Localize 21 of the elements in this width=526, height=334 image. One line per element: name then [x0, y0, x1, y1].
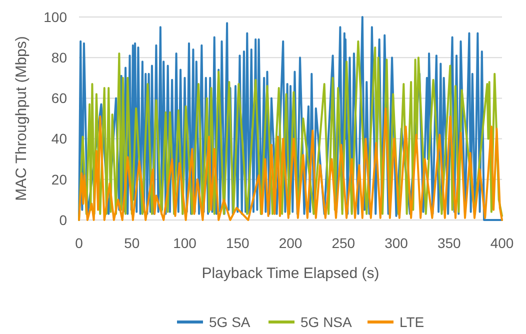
y-tick-label: 20	[51, 171, 68, 188]
x-tick-label: 350	[437, 235, 462, 251]
x-tick-label: 400	[490, 235, 514, 251]
x-axis-title: Playback Time Elapsed (s)	[202, 265, 380, 282]
x-tick-label: 50	[124, 235, 140, 251]
x-tick-label: 300	[384, 235, 408, 251]
x-tick-label: 250	[332, 235, 356, 251]
x-tick-label: 200	[278, 235, 302, 251]
x-tick-label: 150	[226, 235, 250, 251]
legend-label: 5G NSA	[300, 314, 353, 330]
y-tick-label: 60	[51, 90, 68, 106]
y-tick-label: 80	[51, 50, 68, 66]
x-tick-label: 100	[173, 235, 197, 251]
legend-label: 5G SA	[209, 314, 251, 330]
y-tick-label: 100	[44, 8, 68, 25]
legend-label: LTE	[400, 314, 424, 330]
line-series	[78, 107, 503, 221]
x-tick-label: 0	[75, 235, 84, 251]
y-tick-label: 0	[59, 212, 68, 228]
y-axis-title: MAC Throughput (Mbps)	[13, 36, 30, 201]
y-tick-label: 40	[51, 130, 68, 147]
